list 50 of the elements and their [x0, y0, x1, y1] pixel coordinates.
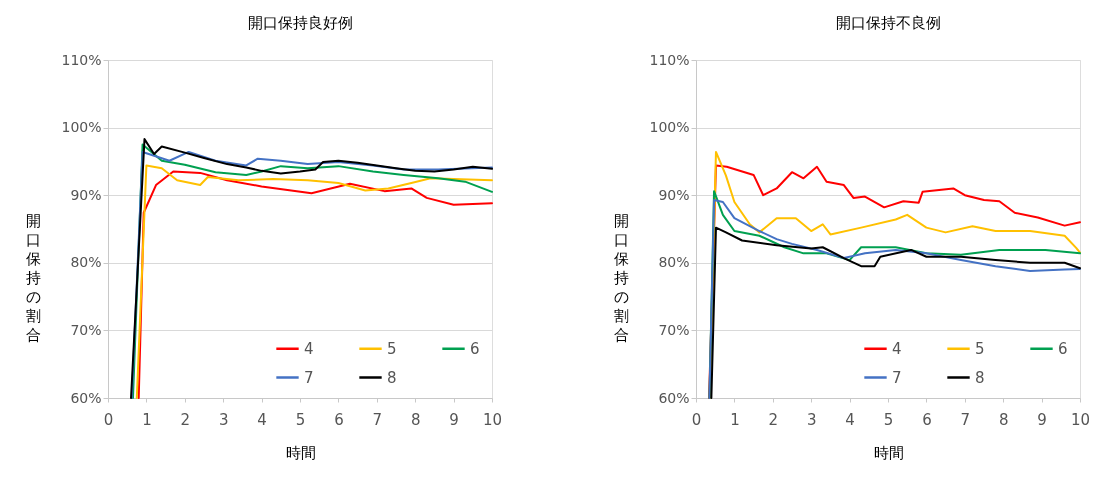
y-tick-label: 70%	[658, 321, 690, 338]
x-tick-label: 2	[180, 410, 191, 429]
y-tick-label: 90%	[70, 186, 102, 203]
x-tick-label: 6	[334, 410, 344, 429]
y-tick-label: 60%	[70, 389, 102, 406]
legend-label: 5	[387, 339, 397, 358]
x-tick-label: 8	[410, 410, 421, 429]
x-tick-label: 6	[922, 410, 932, 429]
legend-label: 7	[304, 368, 314, 387]
legend-label: 6	[470, 339, 480, 358]
x-tick-label: 10	[1070, 410, 1091, 429]
y-axis-title: 開口保持の割合	[26, 212, 41, 343]
legend-label: 8	[975, 368, 985, 387]
y-tick-label: 70%	[70, 321, 102, 338]
legend-label: 4	[304, 339, 314, 358]
x-tick-label: 8	[998, 410, 1009, 429]
y-tick-label: 90%	[658, 186, 690, 203]
y-tick-label: 110%	[61, 51, 102, 68]
x-tick-label: 1	[142, 410, 152, 429]
y-tick-label: 100%	[61, 119, 102, 136]
y-tick-label: 80%	[658, 254, 690, 271]
legend-label: 5	[975, 339, 985, 358]
chart-title: 開口保持不良例	[835, 15, 941, 31]
x-tick-label: 2	[768, 410, 779, 429]
x-tick-label: 4	[257, 410, 267, 429]
x-tick-label: 1	[730, 410, 740, 429]
legend-label: 4	[892, 339, 902, 358]
x-tick-label: 9	[1037, 410, 1047, 429]
x-axis-title: 時間	[873, 444, 904, 461]
legend-label: 8	[387, 368, 397, 387]
x-tick-label: 5	[295, 410, 306, 429]
y-tick-label: 110%	[649, 51, 690, 68]
legend-label: 7	[892, 368, 902, 387]
x-tick-label: 3	[218, 410, 229, 429]
x-tick-label: 10	[482, 410, 503, 429]
y-tick-label: 60%	[658, 389, 690, 406]
y-tick-label: 80%	[70, 254, 102, 271]
x-tick-label: 0	[691, 410, 702, 429]
legend-label: 6	[1058, 339, 1068, 358]
x-axis-title: 時間	[285, 444, 316, 461]
x-tick-label: 0	[103, 410, 114, 429]
x-tick-label: 5	[883, 410, 894, 429]
y-tick-label: 100%	[649, 119, 690, 136]
x-tick-label: 3	[806, 410, 817, 429]
y-axis-title: 開口保持の割合	[614, 212, 629, 343]
x-tick-label: 7	[960, 410, 971, 429]
x-tick-label: 7	[372, 410, 383, 429]
x-tick-label: 9	[449, 410, 459, 429]
x-tick-label: 4	[845, 410, 855, 429]
chart-title: 開口保持良好例	[247, 15, 353, 31]
